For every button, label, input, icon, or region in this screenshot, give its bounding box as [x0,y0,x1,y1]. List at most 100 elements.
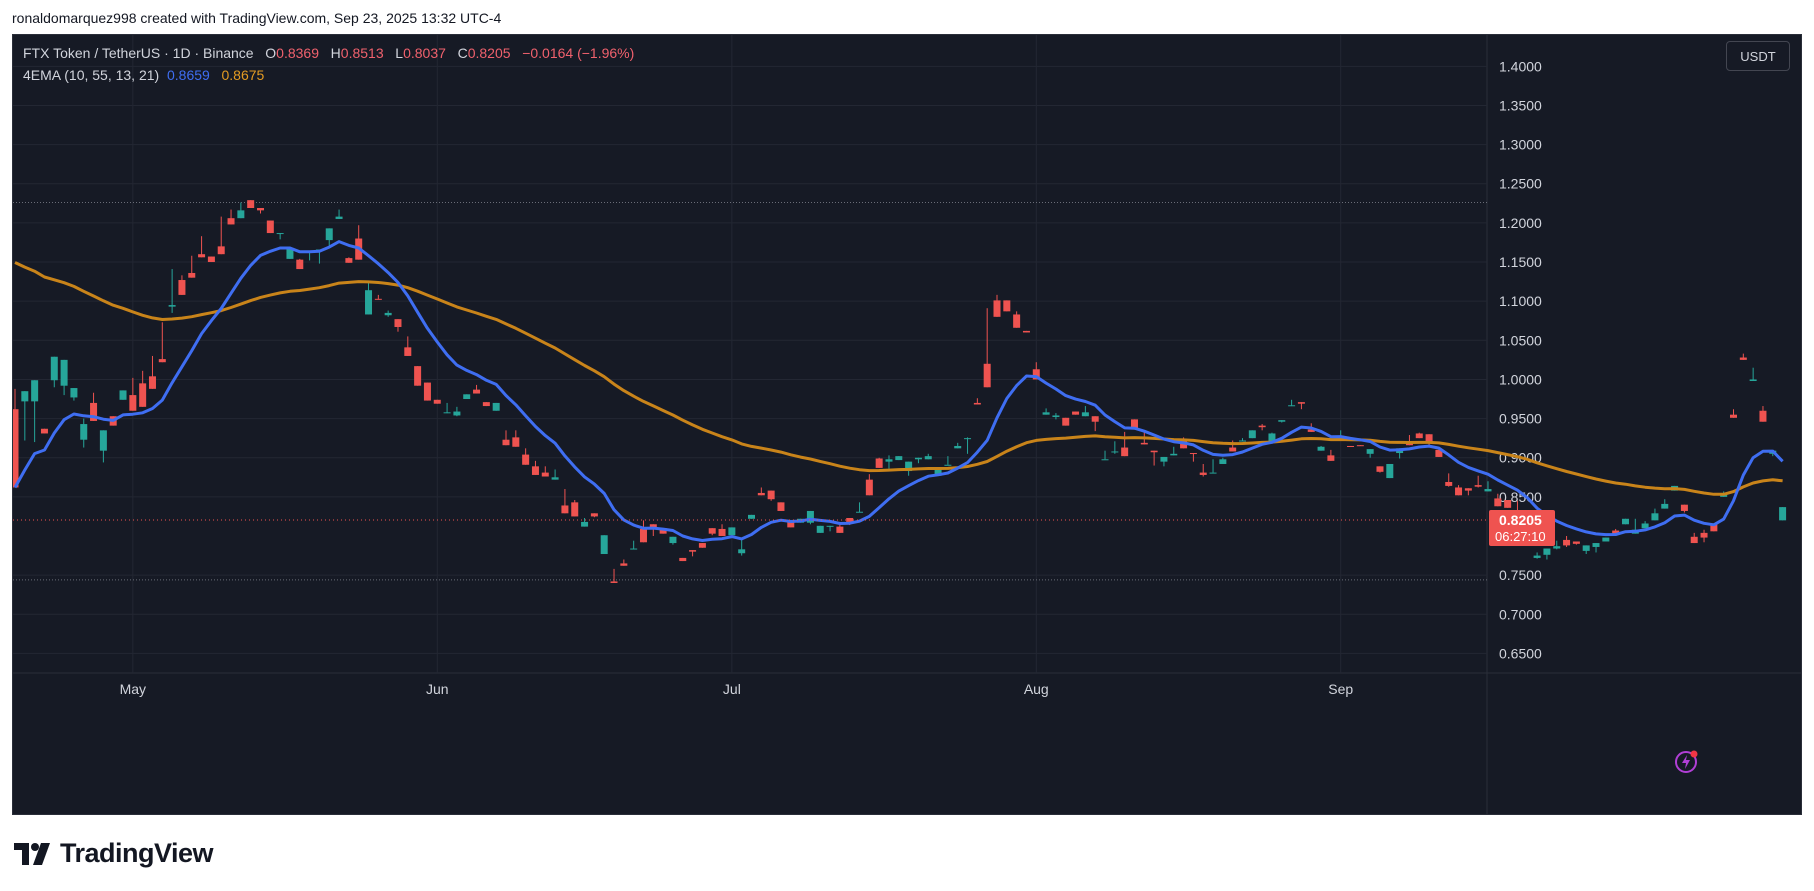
candle-body [1464,488,1472,491]
candle-body [1209,472,1217,474]
current-price-label: 0.8205 [1499,512,1542,528]
y-tick-label: 1.3000 [1499,137,1542,153]
candle-body [1101,459,1109,461]
candle-body [1052,415,1060,418]
candle-body [1621,518,1629,525]
candle-body [914,457,922,460]
candle-body [522,454,530,465]
candle-body [296,259,304,270]
candle-body [1533,555,1541,558]
candle-body [335,216,343,219]
candle-body [13,409,19,488]
indicator-title[interactable]: 4EMA (10, 55, 13, 21) [23,67,160,83]
candle-body [1081,412,1089,417]
candle-body [1229,447,1237,452]
candle-body [679,557,687,562]
candle-body [1032,369,1040,380]
candle-body [276,233,284,235]
candle-body [1661,503,1669,509]
candle-body [806,510,814,523]
candle-body [1072,411,1080,415]
candle-body [1356,445,1364,447]
candle-body [1111,451,1119,453]
candle-body [433,399,441,404]
candle-body [905,461,913,472]
candle-body [325,228,333,241]
candle-body [345,258,353,263]
candle-body [1307,429,1315,432]
lightning-alert-icon[interactable] [1673,747,1701,775]
candle-body [571,502,579,517]
candle-body [198,254,206,258]
candle-body [590,513,598,517]
candle-body [443,412,451,414]
candle-body [1494,498,1502,507]
candle-body [31,380,39,402]
candle-body [531,466,539,475]
candle-body [1543,548,1551,555]
candle-body [728,527,736,536]
candle-body [1612,530,1620,535]
y-tick-label: 1.1000 [1499,293,1542,309]
candle-body [944,464,952,466]
candle-body [1248,430,1256,439]
candle-body [993,300,1001,317]
candle-body [581,521,589,527]
candle-body [453,411,461,416]
y-tick-label: 1.0500 [1499,332,1542,348]
y-tick-label: 0.7500 [1499,567,1542,583]
candle-body [286,247,294,259]
change-value: −0.0164 (−1.96%) [522,45,635,61]
candle-body [1474,485,1482,487]
candle-body [1563,539,1571,546]
symbol-legend: FTX Token / TetherUS · 1D · Binance O0.8… [23,45,634,61]
candle-body [639,528,647,543]
candle-body [1347,445,1355,447]
candle-body [973,402,981,405]
candle-body [1435,449,1443,457]
candle-body [365,290,373,315]
tradingview-logo-icon [14,842,50,865]
candle-body [1239,440,1246,442]
candle-body [1425,434,1433,443]
candle-body [1219,459,1227,464]
candle-body [954,445,962,449]
candlestick-chart[interactable]: 1.4000 1.3500 1.3000 1.2500 1.2000 1.1500 1.10… [13,35,1802,815]
candle-body [1455,487,1463,496]
candle-body [227,218,235,225]
candle-body [90,402,98,421]
chart-caption: ronaldomarquez998 created with TradingVi… [12,10,502,26]
candle-body [1690,536,1698,544]
candle-body [60,359,68,386]
candle-body [512,437,520,447]
candle-body [237,210,245,219]
symbol-title[interactable]: FTX Token / TetherUS · 1D · Binance [23,45,254,61]
candle-body [1170,453,1178,456]
candle-body [836,526,844,533]
candle-body [856,511,864,513]
candle-body [1445,481,1453,486]
candle-body [1504,499,1512,508]
candle-body [1602,537,1610,542]
tradingview-logo[interactable]: TradingView [14,838,214,869]
candle-body [1641,523,1649,529]
candle-body [551,477,559,480]
indicator-legend: 4EMA (10, 55, 13, 21) 0.8659 0.8675 [23,67,264,83]
candle-body [1317,446,1325,451]
candle-body [414,366,422,386]
open-value: 0.8369 [276,45,319,61]
candle-body [374,298,382,300]
candle-body [1759,410,1767,422]
candle-body [1199,472,1207,475]
chart-panel[interactable]: 1.4000 1.3500 1.3000 1.2500 1.2000 1.1500 1.10… [12,34,1802,815]
candle-body [1386,463,1394,479]
candle-body [826,525,834,527]
candle-body [1739,357,1747,360]
candle-body [1003,300,1011,312]
candle-body [620,563,628,566]
candle-body [1484,489,1492,492]
currency-button[interactable]: USDT [1726,41,1790,71]
ema-slow-line [14,261,1783,496]
candle-body [1749,379,1757,382]
candle-body [1651,513,1659,521]
